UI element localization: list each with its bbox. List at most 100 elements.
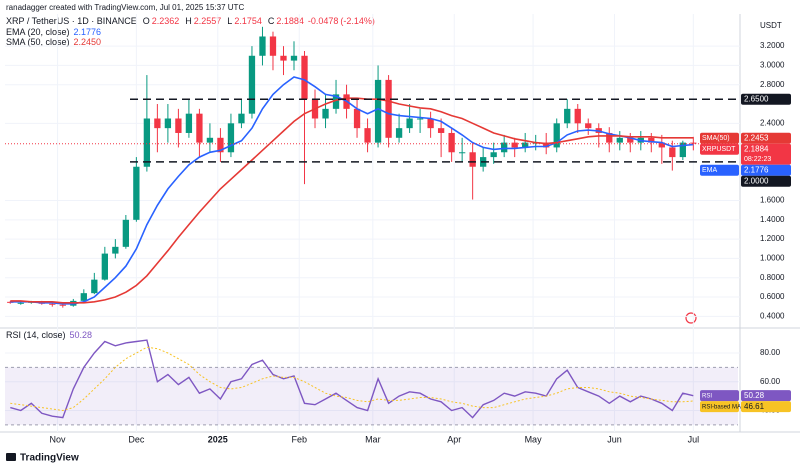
ohlc-label: H <box>185 16 192 26</box>
badge-name-box <box>700 143 739 155</box>
candle-body <box>395 128 403 138</box>
ohlc-value: 2.1884 <box>276 16 304 26</box>
rsi-band <box>5 367 738 425</box>
candle-body <box>353 108 361 129</box>
candle-body <box>543 142 550 148</box>
price-badge <box>741 132 791 144</box>
x-tick-label: May <box>525 434 543 444</box>
candle-body <box>301 55 308 100</box>
x-tick-label: Jun <box>607 434 622 444</box>
level-badge-label: 2.6500 <box>744 94 769 103</box>
indicator-value: 2.2450 <box>74 37 102 47</box>
candle-body <box>501 142 508 153</box>
candle-body <box>669 147 676 158</box>
level-badge <box>741 175 791 187</box>
rsi-title: RSI (14, close) <box>6 330 66 340</box>
candle-body <box>17 302 24 304</box>
candle-body <box>122 219 130 247</box>
candle-body <box>154 118 161 129</box>
candle-body <box>448 132 455 153</box>
candle-body <box>416 118 424 120</box>
candle-body <box>564 108 571 124</box>
y-tick-label: 0.4000 <box>760 311 785 320</box>
x-tick-label: Nov <box>50 434 67 444</box>
candle-body <box>385 79 392 138</box>
symbol-legend: XRP / TetherUS · 1D · BINANCE O 2.2362 H 2.2… <box>6 16 375 26</box>
candle-body <box>217 137 224 153</box>
candle-body <box>469 152 476 167</box>
badge-name: SMA(50) <box>702 135 730 142</box>
candle-body <box>59 304 66 306</box>
badge-name-box <box>700 390 739 402</box>
ohlc-label: C <box>268 16 275 26</box>
y-tick-label: 1.4000 <box>760 215 785 224</box>
candle-body <box>49 303 56 305</box>
y-tick-label: 0.8000 <box>760 273 785 282</box>
candle-body <box>553 123 560 148</box>
candle-body <box>490 152 497 158</box>
candle-body <box>679 142 686 158</box>
symbol-title: XRP / TetherUS · 1D · BINANCE <box>6 16 137 26</box>
attribution: ranadagger created with TradingView.com,… <box>6 3 244 12</box>
x-tick-label: 2025 <box>208 434 228 444</box>
candle-body <box>143 118 151 167</box>
y-tick-label: 2.4000 <box>760 118 785 127</box>
candle-body <box>185 113 193 133</box>
candle-body <box>406 118 413 129</box>
rsi-line <box>10 339 694 419</box>
y-tick-label: 1.6000 <box>760 196 785 205</box>
event-icon <box>685 312 697 324</box>
candle-body <box>648 137 655 143</box>
badge-name: EMA <box>702 167 718 174</box>
ohlc-label: L <box>227 16 232 26</box>
rsi-line <box>10 346 694 412</box>
candle-body <box>101 253 108 280</box>
candle-body <box>80 293 87 301</box>
candle-body <box>196 113 203 143</box>
x-tick-label: Feb <box>291 434 307 444</box>
candle-body <box>175 118 182 133</box>
indicator-name: EMA (20, close) <box>6 27 70 37</box>
x-tick-label: Mar <box>365 434 381 444</box>
x-tick-label: Dec <box>128 434 145 444</box>
y-tick-label: 3.2000 <box>760 41 785 50</box>
x-tick-label: Jul <box>688 434 700 444</box>
badge-name-box <box>700 401 739 413</box>
y-tick-label: 2.8000 <box>760 80 785 89</box>
price-badge-label: 2.2453 <box>744 133 769 142</box>
candle-body <box>91 279 98 294</box>
x-tick-label: Apr <box>447 434 461 444</box>
candle-body <box>322 108 329 119</box>
candle-body <box>427 118 434 129</box>
y-tick-label: 1.2000 <box>760 234 785 243</box>
candle-body <box>248 55 256 114</box>
candle-body <box>112 246 119 254</box>
logo: TradingView <box>6 453 79 464</box>
price-badge-label: 2.1884 <box>744 144 769 153</box>
moving-average-line <box>10 97 694 304</box>
indicator-value: 2.1776 <box>74 27 102 37</box>
badge-name-box <box>700 164 739 176</box>
candle-body <box>574 108 581 124</box>
candle-body <box>616 137 623 143</box>
change-pct: (-2.14%) <box>340 16 375 26</box>
rsi-legend: RSI (14, close) 50.28 <box>6 330 92 340</box>
moving-average-line <box>10 76 694 305</box>
logo-icon <box>6 453 16 461</box>
rsi-legend-value: 50.28 <box>70 330 93 340</box>
value-badge-label: 46.61 <box>744 402 765 411</box>
candle-body <box>511 142 518 148</box>
badge-name: RSI-based MA <box>702 404 741 410</box>
badge-name: XRPUSDT <box>702 146 736 153</box>
value-badge-label: 50.28 <box>744 391 765 400</box>
candle-body <box>164 118 172 129</box>
candle-body <box>280 55 287 61</box>
indicator-name: SMA (50, close) <box>6 37 70 47</box>
countdown: 08:22:23 <box>744 156 771 163</box>
candle-body <box>290 55 298 61</box>
candle-body <box>690 142 697 144</box>
candle-body <box>627 137 634 143</box>
badge-name-box <box>700 132 739 144</box>
ohlc-value: 2.2557 <box>194 16 222 26</box>
